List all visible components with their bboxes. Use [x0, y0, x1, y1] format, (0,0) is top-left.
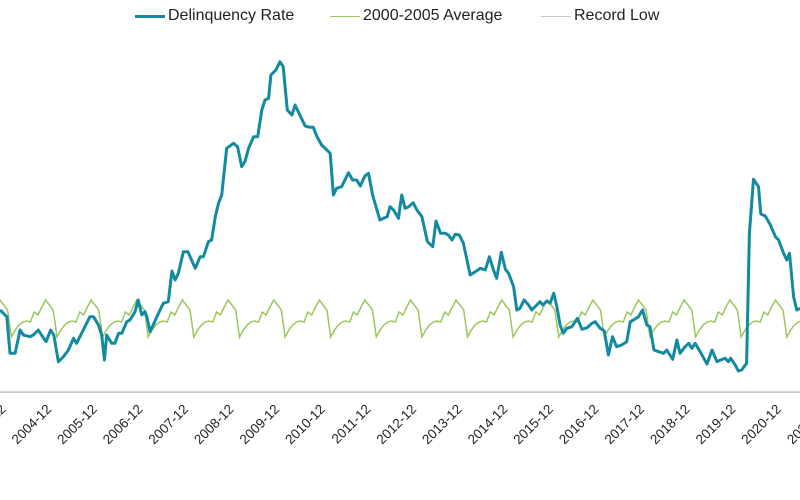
x-tick-label: 2003-12 [0, 402, 9, 448]
legend-label: Delinquency Rate [168, 7, 295, 24]
legend-label: Record Low [574, 7, 660, 24]
x-tick-label: 2007-12 [145, 402, 191, 448]
x-tick-label: 2005-12 [54, 402, 100, 448]
x-tick-label: 2013-12 [419, 402, 465, 448]
x-tick-label: 2021-12 [784, 402, 800, 448]
x-axis-ticks: 2003-12 2004-12 2005-12 2006-12 2007-12 2008-… [0, 402, 800, 448]
chart-legend: Delinquency Rate 2000-2005 Average Recor… [0, 5, 800, 27]
legend-swatch-delinquency-rate [135, 14, 165, 18]
x-tick-label: 2009-12 [237, 402, 283, 448]
x-tick-label: 2015-12 [510, 402, 556, 448]
series-line-delinquency-rate [0, 60, 800, 373]
x-tick-label: 2014-12 [465, 402, 511, 448]
x-tick-label: 2011-12 [329, 402, 374, 447]
x-tick-label: 2010-12 [282, 402, 328, 448]
x-tick-label: 2020-12 [738, 402, 784, 448]
legend-label: 2000-2005 Average [363, 7, 503, 24]
x-tick-label: 2018-12 [647, 402, 693, 448]
legend-swatch-record-low [541, 15, 571, 17]
x-tick-label: 2006-12 [100, 402, 146, 448]
x-tick-label: 2008-12 [191, 402, 237, 448]
x-tick-label: 2012-12 [374, 402, 420, 448]
x-tick-label: 2004-12 [9, 402, 55, 448]
legend-item-average[interactable]: 2000-2005 Average [330, 5, 502, 27]
legend-item-delinquency-rate[interactable]: Delinquency Rate [135, 5, 294, 27]
x-tick-label: 2016-12 [556, 402, 602, 448]
x-tick-label: 2019-12 [693, 402, 739, 448]
series-line-average [0, 298, 800, 340]
x-tick-label: 2017-12 [602, 402, 648, 448]
legend-swatch-average [330, 15, 360, 17]
legend-item-record-low[interactable]: Record Low [541, 5, 659, 27]
